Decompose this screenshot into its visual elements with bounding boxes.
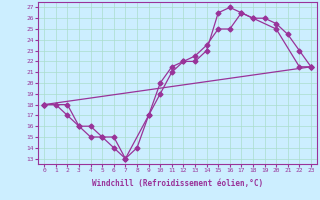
X-axis label: Windchill (Refroidissement éolien,°C): Windchill (Refroidissement éolien,°C): [92, 179, 263, 188]
